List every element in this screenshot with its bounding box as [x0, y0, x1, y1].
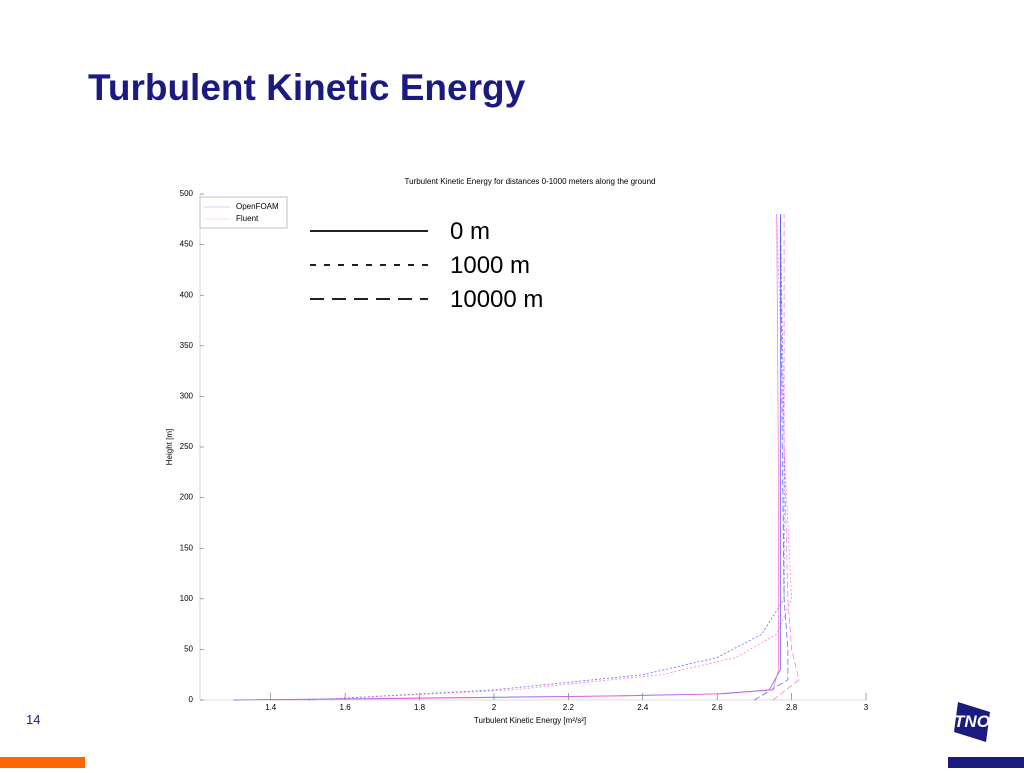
x-tick-label: 3: [864, 703, 869, 712]
profile-line: [772, 214, 800, 701]
x-tick-label: 2: [492, 703, 497, 712]
legend-label: Fluent: [236, 214, 259, 223]
y-tick-label: 500: [180, 189, 194, 198]
y-tick-label: 150: [180, 543, 194, 552]
x-axis-label: Turbulent Kinetic Energy [m²/s²]: [474, 716, 586, 725]
style-legend-label: 10000 m: [450, 286, 543, 313]
x-tick-label: 2.2: [563, 703, 575, 712]
y-axis-label: Height [m]: [165, 429, 174, 465]
y-tick-label: 400: [180, 290, 194, 299]
y-tick-label: 450: [180, 240, 194, 249]
logo: TNO: [954, 702, 990, 742]
legend-box: [199, 196, 288, 229]
profile-line: [754, 214, 789, 701]
chart-title: Turbulent Kinetic Energy for distances 0…: [405, 177, 656, 186]
y-tick-label: 250: [180, 442, 194, 451]
x-tick-label: 2.4: [637, 703, 649, 712]
style-legend-label: 1000 m: [450, 252, 530, 279]
x-tick-label: 1.4: [265, 703, 277, 712]
page-number: 14: [26, 712, 40, 727]
y-tick-label: 200: [180, 493, 194, 502]
y-tick-label: 350: [180, 341, 194, 350]
x-tick-label: 1.8: [414, 703, 426, 712]
profile-line: [307, 214, 793, 701]
y-tick-label: 0: [189, 695, 194, 704]
legend-label: OpenFOAM: [236, 202, 279, 211]
profile-line: [270, 214, 779, 701]
footer-bar-blue: [948, 757, 1024, 768]
y-tick-label: 100: [180, 594, 194, 603]
y-tick-label: 300: [180, 392, 194, 401]
profile-line: [307, 214, 785, 701]
logo-text: TNO: [954, 712, 990, 731]
x-tick-label: 2.6: [712, 703, 724, 712]
style-legend-label: 0 m: [450, 218, 490, 245]
y-tick-label: 50: [184, 645, 193, 654]
slide-title: Turbulent Kinetic Energy: [88, 67, 526, 108]
footer-bar-orange: [0, 757, 85, 768]
x-tick-label: 1.6: [340, 703, 352, 712]
x-tick-label: 2.8: [786, 703, 798, 712]
